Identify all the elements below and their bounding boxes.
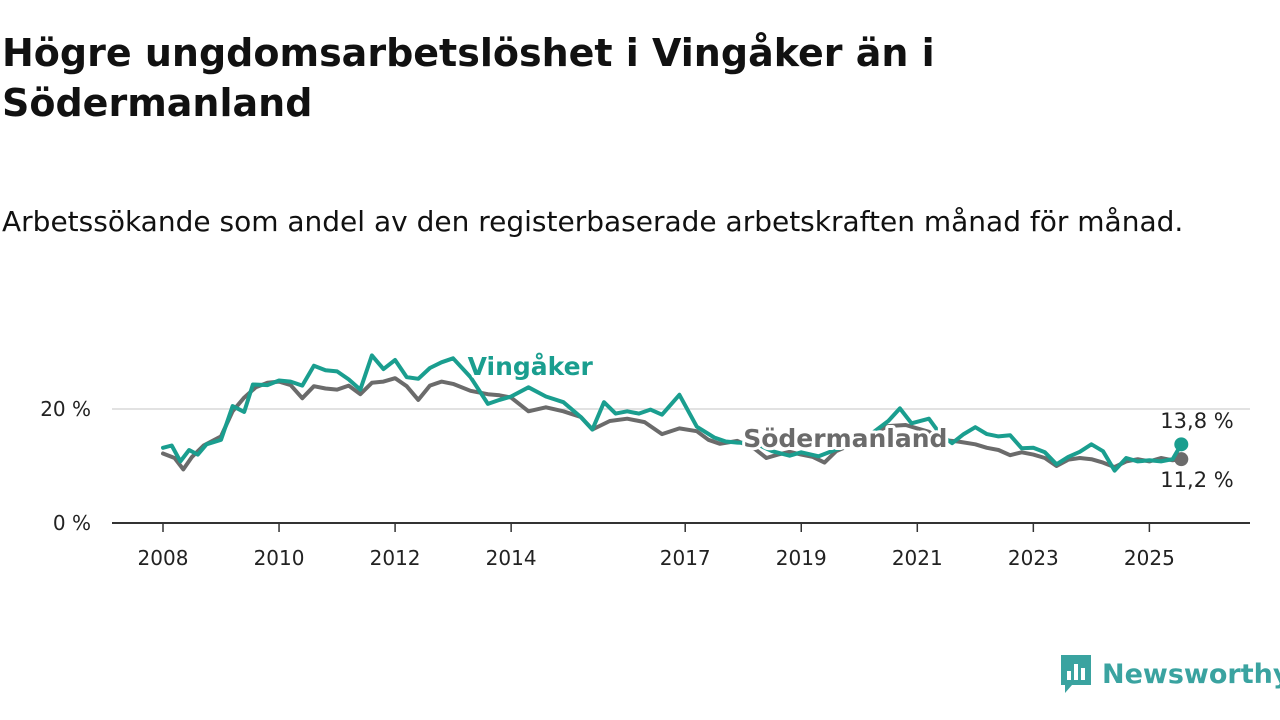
x-tick-label: 2014 [486,546,537,570]
x-tick-label: 2025 [1124,546,1175,570]
x-tick-label: 2023 [1008,546,1059,570]
x-tick-label: 2017 [660,546,711,570]
x-tick-label: 2008 [138,546,189,570]
chart-series-lines [161,353,1189,473]
x-tick-label: 2019 [776,546,827,570]
series-label: Södermanland [743,424,947,453]
series-end-marker [1174,452,1189,467]
newsworthy-logo: Newsworthy [1058,653,1280,695]
brand-name: Newsworthy [1102,658,1280,690]
y-tick-label: 20 % [40,397,91,421]
end-value-label: 11,2 % [1160,468,1233,492]
chart-subtitle: Arbetssökande som andel av den registerb… [2,205,1184,238]
y-axis: 0 % 20 % [40,397,91,535]
series-line-sodermanland [161,376,1184,472]
x-axis: 2008 2010 2012 2014 2017 2019 2021 2023 2025 [112,522,1250,570]
x-tick-label: 2012 [370,546,421,570]
line-chart: 0 % 20 % 2008 2010 2012 2014 2017 2019 2021 2023… [40,349,1250,570]
series-line-vingaker [161,353,1184,473]
y-tick-label: 0 % [53,511,91,535]
series-label: Vingåker [468,352,594,381]
chart-series-labels: Vingåker Södermanland 13,8 % 11,2 % [465,349,1234,492]
series-end-marker [1174,437,1189,452]
newsworthy-logo-icon [1061,655,1091,693]
x-tick-label: 2021 [892,546,943,570]
x-tick-label: 2010 [254,546,305,570]
end-value-label: 13,8 % [1160,409,1233,433]
page-title: Högre ungdomsarbetslöshet i Vingåker än … [2,31,935,125]
